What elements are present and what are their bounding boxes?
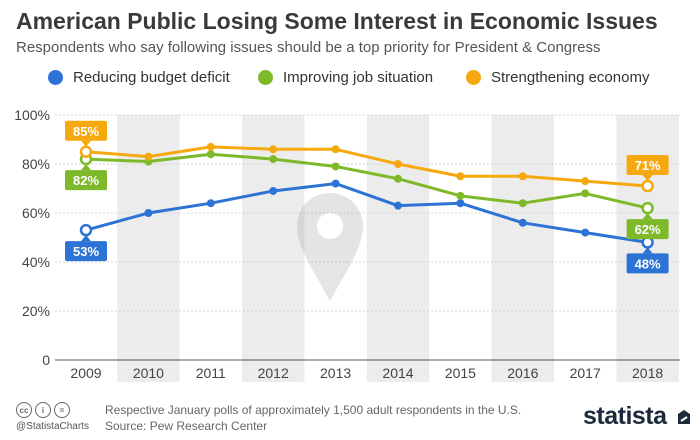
no-derivatives-icon: = [54, 402, 70, 418]
series-line [85, 145, 648, 188]
data-point [581, 189, 590, 198]
data-point [394, 174, 402, 183]
y-tick-label: 0 [42, 352, 50, 368]
svg-text:48%: 48% [635, 256, 661, 271]
x-tick-label: 2009 [70, 365, 101, 381]
legend-dot-economy [466, 70, 481, 85]
legend-label-economy: Strengthening economy [491, 69, 650, 86]
data-point [206, 199, 215, 208]
creative-commons-icon: cc [16, 402, 32, 418]
svg-text:53%: 53% [73, 244, 99, 259]
data-point [269, 186, 278, 195]
x-tick-label: 2013 [320, 365, 351, 381]
series-line [85, 182, 648, 244]
data-label: 82% [65, 164, 107, 191]
y-tick-label: 100% [14, 107, 50, 123]
data-point [144, 209, 153, 217]
data-point [331, 162, 340, 171]
data-point [518, 199, 527, 208]
chart-title: American Public Losing Some Interest in … [16, 8, 658, 34]
x-axis: 2009 2010 2011 2012 2013 2014 2015 2016 2017 2018 [70, 365, 663, 381]
x-tick-label: 2017 [570, 365, 601, 381]
x-tick-label: 2014 [382, 365, 413, 381]
poll-note: Respective January polls of approximatel… [105, 403, 522, 417]
svg-text:62%: 62% [635, 222, 661, 237]
data-point [641, 201, 654, 215]
location-pin-watermark-icon [297, 193, 363, 301]
statista-logo[interactable]: statista [583, 402, 667, 430]
data-point [394, 160, 402, 168]
data-point [394, 201, 402, 210]
y-axis: 0 20% 40% 60% 80% 100% [14, 107, 50, 368]
legend-label-job-situation: Improving job situation [283, 69, 434, 86]
y-tick-label: 80% [22, 156, 50, 172]
data-label: 48% [626, 247, 669, 274]
y-tick-label: 60% [22, 205, 50, 221]
column-band [366, 115, 430, 382]
data-point [518, 218, 527, 227]
gridlines [55, 114, 680, 361]
data-point [206, 150, 215, 159]
data-point [79, 145, 93, 158]
license-icons: cc i = [16, 402, 70, 418]
x-tick-label: 2011 [196, 365, 226, 381]
data-point [456, 172, 465, 181]
data-point [206, 142, 215, 151]
data-point [331, 145, 340, 154]
chart-subtitle: Respondents who say following issues sho… [16, 39, 601, 56]
legend: Reducing budget deficit Improving job si… [0, 69, 700, 89]
legend-item-job-situation: Improving job situation [258, 69, 433, 86]
x-tick-label: 2018 [632, 365, 663, 381]
data-label: 85% [65, 120, 107, 147]
data-point [456, 199, 465, 208]
legend-item-economy: Strengthening economy [466, 69, 649, 86]
legend-dot-budget-deficit [48, 70, 63, 85]
column-band [242, 115, 305, 382]
data-point [79, 223, 93, 237]
attribution-icon: i [35, 402, 51, 418]
series-line [85, 152, 648, 210]
x-tick-label: 2010 [133, 365, 164, 381]
data-point [581, 228, 590, 237]
data-point [269, 155, 278, 164]
data-point [518, 172, 527, 181]
data-label: 62% [626, 213, 669, 240]
endpoint-labels: 53% 82% 85% 48% 62% 71% [65, 120, 669, 274]
source-text: Source: Pew Research Center [105, 419, 268, 433]
data-point [456, 191, 465, 200]
data-label: 71% [626, 155, 669, 182]
column-band [491, 115, 554, 382]
x-tick-label: 2016 [507, 365, 538, 381]
data-point [331, 179, 340, 188]
data-point [581, 177, 590, 186]
svg-text:82%: 82% [73, 173, 99, 188]
data-point [144, 152, 153, 161]
data-label: 53% [65, 235, 107, 262]
statista-logo-mark-icon [678, 410, 690, 424]
x-tick-label: 2012 [258, 365, 289, 381]
legend-item-budget-deficit: Reducing budget deficit [48, 69, 230, 86]
legend-label-budget-deficit: Reducing budget deficit [73, 69, 230, 86]
svg-text:85%: 85% [73, 124, 99, 139]
svg-text:71%: 71% [635, 158, 661, 173]
data-point [269, 145, 278, 154]
source-note: Respective January polls of approximatel… [105, 402, 521, 434]
y-tick-label: 20% [22, 303, 50, 319]
data-point [641, 179, 654, 193]
y-tick-label: 40% [22, 254, 50, 270]
x-tick-label: 2015 [445, 365, 476, 381]
twitter-handle: @StatistaCharts [16, 421, 89, 432]
legend-dot-job-situation [258, 70, 273, 85]
series-lines [79, 142, 654, 249]
